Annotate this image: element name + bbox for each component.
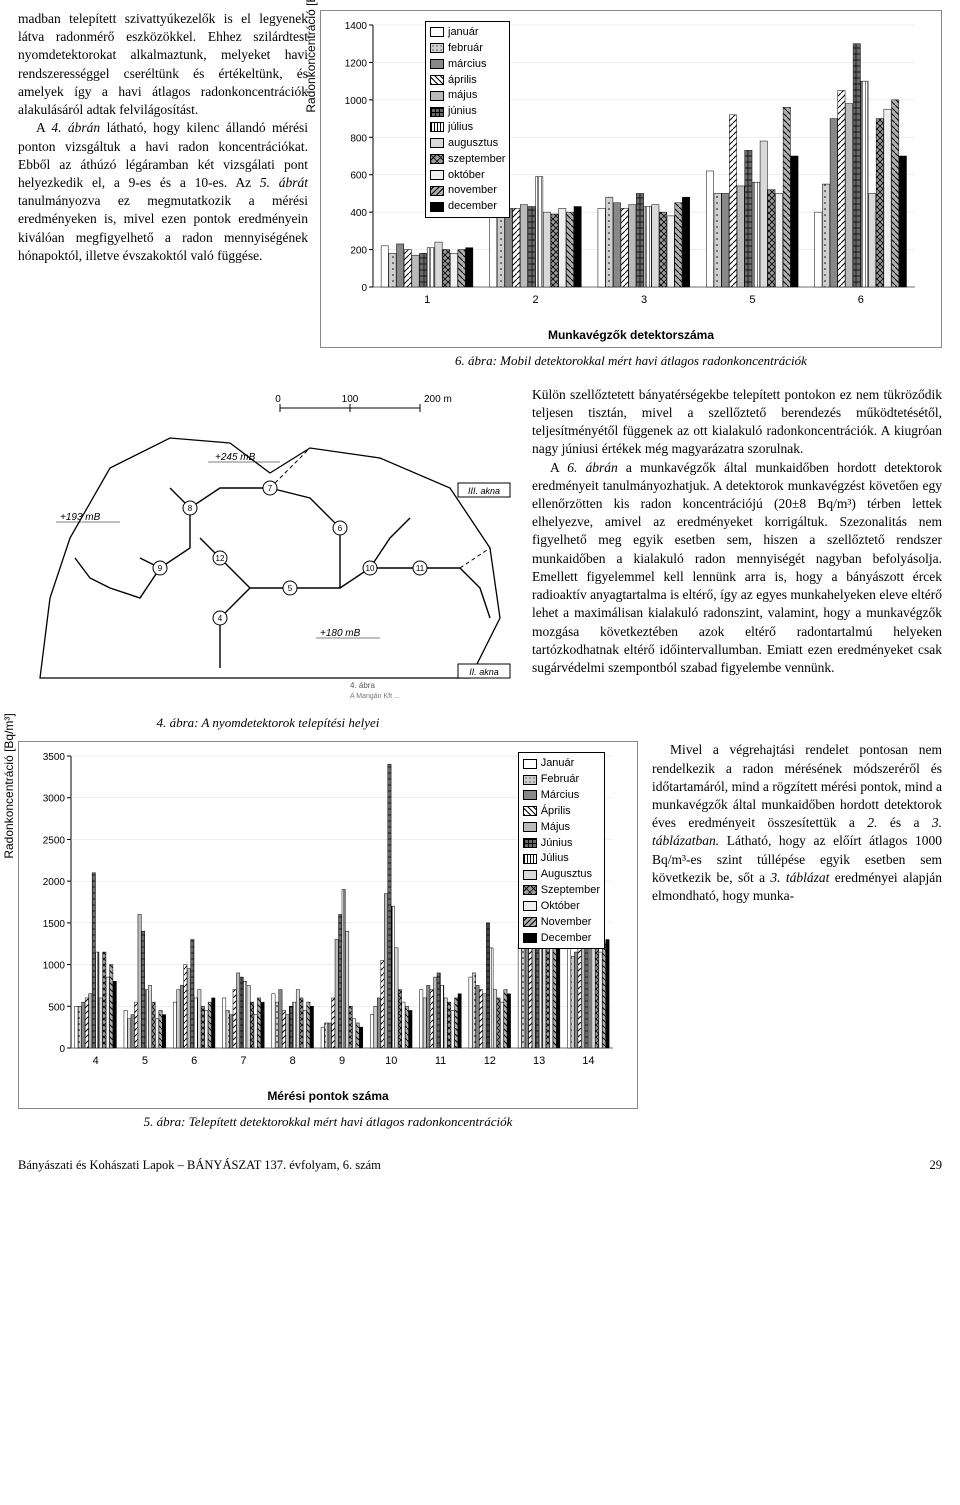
fig6-ylabel: Radonkoncentráció [Bq/m³]	[303, 0, 319, 113]
footer-journal: Bányászati és Kohászati Lapok – BÁNYÁSZA…	[18, 1157, 381, 1174]
svg-text:7: 7	[268, 484, 273, 493]
svg-text:6: 6	[191, 1055, 197, 1067]
svg-text:3000: 3000	[43, 794, 66, 805]
svg-text:8: 8	[290, 1055, 296, 1067]
svg-text:1500: 1500	[43, 919, 66, 930]
svg-text:+245 mB: +245 mB	[215, 452, 256, 463]
svg-text:+180 mB: +180 mB	[320, 628, 361, 639]
svg-text:1200: 1200	[345, 58, 368, 69]
svg-text:0: 0	[361, 283, 367, 294]
svg-text:1400: 1400	[345, 21, 368, 32]
svg-text:5: 5	[142, 1055, 148, 1067]
body-text: Külön szellőztetett bányatérségekbe tele…	[532, 386, 942, 459]
fig4-caption: 4. ábra: A nyomdetektorok telepítési hel…	[18, 714, 518, 732]
svg-text:6: 6	[338, 524, 343, 533]
svg-text:9: 9	[158, 564, 163, 573]
svg-text:7: 7	[240, 1055, 246, 1067]
body-text: madban telepített szivattyúkezelők is el…	[18, 10, 308, 119]
page-number: 29	[930, 1157, 943, 1174]
svg-text:12: 12	[216, 554, 225, 563]
svg-text:100: 100	[342, 394, 359, 405]
svg-text:2: 2	[533, 294, 539, 306]
fig5-caption: 5. ábra: Telepített detektorokkal mért h…	[18, 1113, 638, 1131]
svg-text:12: 12	[484, 1055, 496, 1067]
body-text: A 4. ábrán látható, hogy kilenc állandó …	[18, 119, 308, 265]
svg-text:14: 14	[582, 1055, 594, 1067]
svg-text:200: 200	[350, 246, 367, 257]
svg-text:11: 11	[435, 1055, 446, 1067]
svg-text:4. ábra: 4. ábra	[350, 681, 375, 690]
svg-text:10: 10	[366, 564, 375, 573]
body-text: Mivel a végrehajtási rendelet pontosan n…	[652, 741, 942, 905]
fig6-chart: 020040060080010001200140012356Radonkonce…	[320, 10, 942, 348]
fig6-caption: 6. ábra: Mobil detektorokkal mért havi á…	[320, 352, 942, 370]
svg-text:800: 800	[350, 133, 367, 144]
fig6-xlabel: Munkavégzők detektorszáma	[325, 327, 937, 343]
svg-text:1000: 1000	[345, 96, 368, 107]
page-footer: Bányászati és Kohászati Lapok – BÁNYÁSZA…	[18, 1157, 942, 1174]
fig5-chart: 0 500 1000 1500 2000 2500 3000 3500 4 5 6 7 8 9 10 11 12…	[18, 741, 638, 1109]
svg-text:4: 4	[218, 614, 223, 623]
svg-text:3500: 3500	[43, 752, 66, 763]
svg-text:3: 3	[641, 294, 647, 306]
svg-text:600: 600	[350, 171, 367, 182]
fig4-map: 0 100 200 m 4 5 6 7 8 9 10 11 12 III. akna II. akna +2…	[18, 386, 518, 710]
svg-text:13: 13	[533, 1055, 545, 1067]
svg-text:9: 9	[339, 1055, 345, 1067]
svg-text:0: 0	[275, 394, 281, 405]
svg-text:+193 mB: +193 mB	[60, 512, 101, 523]
fig5-xlabel: Mérési pontok száma	[23, 1088, 633, 1104]
svg-text:4: 4	[93, 1055, 99, 1067]
svg-text:8: 8	[188, 504, 193, 513]
svg-text:III. akna: III. akna	[468, 486, 500, 496]
svg-text:II. akna: II. akna	[469, 667, 499, 677]
body-text: A 6. ábrán a munkavégzők által munkaidőb…	[532, 459, 942, 678]
fig5-ylabel: Radonkoncentráció [Bq/m³]	[1, 714, 17, 859]
svg-text:1: 1	[424, 294, 430, 306]
svg-text:5: 5	[288, 584, 293, 593]
svg-text:0: 0	[59, 1044, 65, 1055]
svg-text:2000: 2000	[43, 877, 66, 888]
svg-text:10: 10	[385, 1055, 397, 1067]
svg-text:1000: 1000	[43, 961, 66, 972]
svg-text:5: 5	[749, 294, 755, 306]
svg-text:400: 400	[350, 208, 367, 219]
svg-text:200 m: 200 m	[424, 394, 452, 405]
svg-text:11: 11	[416, 564, 425, 573]
svg-text:6: 6	[858, 294, 864, 306]
svg-text:2500: 2500	[43, 836, 66, 847]
svg-text:500: 500	[48, 1003, 65, 1014]
svg-text:A Mangán Kft ...: A Mangán Kft ...	[350, 693, 400, 700]
